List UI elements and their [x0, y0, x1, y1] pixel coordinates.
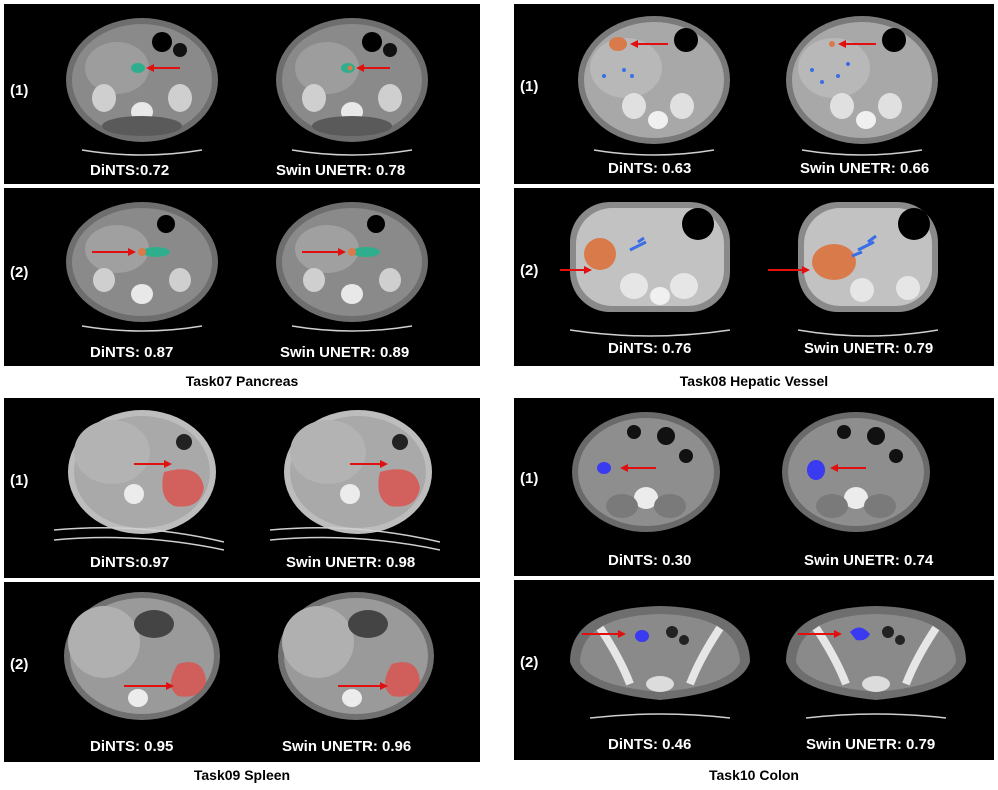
spleen-row1-panel: (1) DiNTS:0.97 Swin UNET [4, 398, 480, 578]
ct-scan-swin-unetr [272, 10, 432, 158]
task-caption: Task07 Pancreas [185, 373, 299, 389]
ct-scan-dints [560, 192, 740, 340]
ct-scan-dints [566, 402, 726, 548]
dints-score: DiNTS: 0.87 [90, 344, 174, 361]
colon-row1-panel: (1) DiNTS: 0.30 Swin UNETR: 0.74 [514, 398, 994, 576]
dints-score: DiNTS: 0.63 [608, 160, 692, 177]
ct-scan-swin-unetr [768, 192, 948, 340]
task-caption: Task09 Spleen [193, 767, 291, 783]
ct-scan-swin-unetr [272, 194, 432, 334]
row-label: (2) [520, 654, 539, 671]
swin-unetr-score: Swin UNETR: 0.78 [276, 162, 406, 179]
ct-scan-dints [54, 586, 224, 736]
ct-scan-dints [62, 194, 222, 334]
ct-scan-dints [54, 402, 224, 552]
row-label: (1) [10, 82, 29, 99]
ct-scan-dints [574, 10, 734, 156]
swin-unetr-score: Swin UNETR: 0.66 [800, 160, 930, 177]
ct-scan-swin-unetr [270, 402, 440, 552]
pancreas-row2-panel: (2) DiNTS: 0 [4, 188, 480, 366]
swin-unetr-score: Swin UNETR: 0.98 [286, 554, 416, 571]
ct-scan-swin-unetr [776, 588, 976, 728]
hepatic-vessel-row2-panel: (2) DiNTS: 0.76 Swin UNETR: 0.7 [514, 188, 994, 366]
row-label: (2) [520, 262, 539, 279]
dints-score: DiNTS: 0.76 [608, 340, 692, 357]
row-label: (2) [10, 656, 29, 673]
task-caption: Task08 Hepatic Vessel [679, 373, 829, 389]
dints-score: DiNTS:0.97 [90, 554, 170, 571]
spleen-row2-panel: (2) DiNTS: 0.95 Swin UNETR: 0.96 [4, 582, 480, 762]
row-label: (1) [520, 78, 539, 95]
ct-scan-dints [62, 10, 222, 158]
ct-scan-swin-unetr [268, 586, 438, 736]
swin-unetr-score: Swin UNETR: 0.89 [280, 344, 410, 361]
pancreas-row1-panel: (1) D [4, 4, 480, 184]
dints-score: DiNTS: 0.46 [608, 736, 692, 753]
row-label: (1) [520, 470, 539, 487]
swin-unetr-score: Swin UNETR: 0.96 [282, 738, 412, 755]
dints-score: DiNTS: 0.95 [90, 738, 174, 755]
swin-unetr-score: Swin UNETR: 0.74 [804, 552, 934, 569]
row-label: (1) [10, 472, 29, 489]
row-label: (2) [10, 264, 29, 281]
task-caption: Task10 Colon [709, 767, 799, 783]
dints-score: DiNTS:0.72 [90, 162, 170, 179]
dints-score: DiNTS: 0.30 [608, 552, 692, 569]
hepatic-vessel-row1-panel: (1) DiNTS: 0 [514, 4, 994, 184]
swin-unetr-score: Swin UNETR: 0.79 [806, 736, 936, 753]
swin-unetr-score: Swin UNETR: 0.79 [804, 340, 934, 357]
ct-scan-dints [560, 588, 760, 728]
ct-scan-swin-unetr [776, 402, 936, 548]
colon-row2-panel: (2) DiNTS: 0.46 Swin UNE [514, 580, 994, 760]
ct-scan-swin-unetr [782, 10, 942, 156]
